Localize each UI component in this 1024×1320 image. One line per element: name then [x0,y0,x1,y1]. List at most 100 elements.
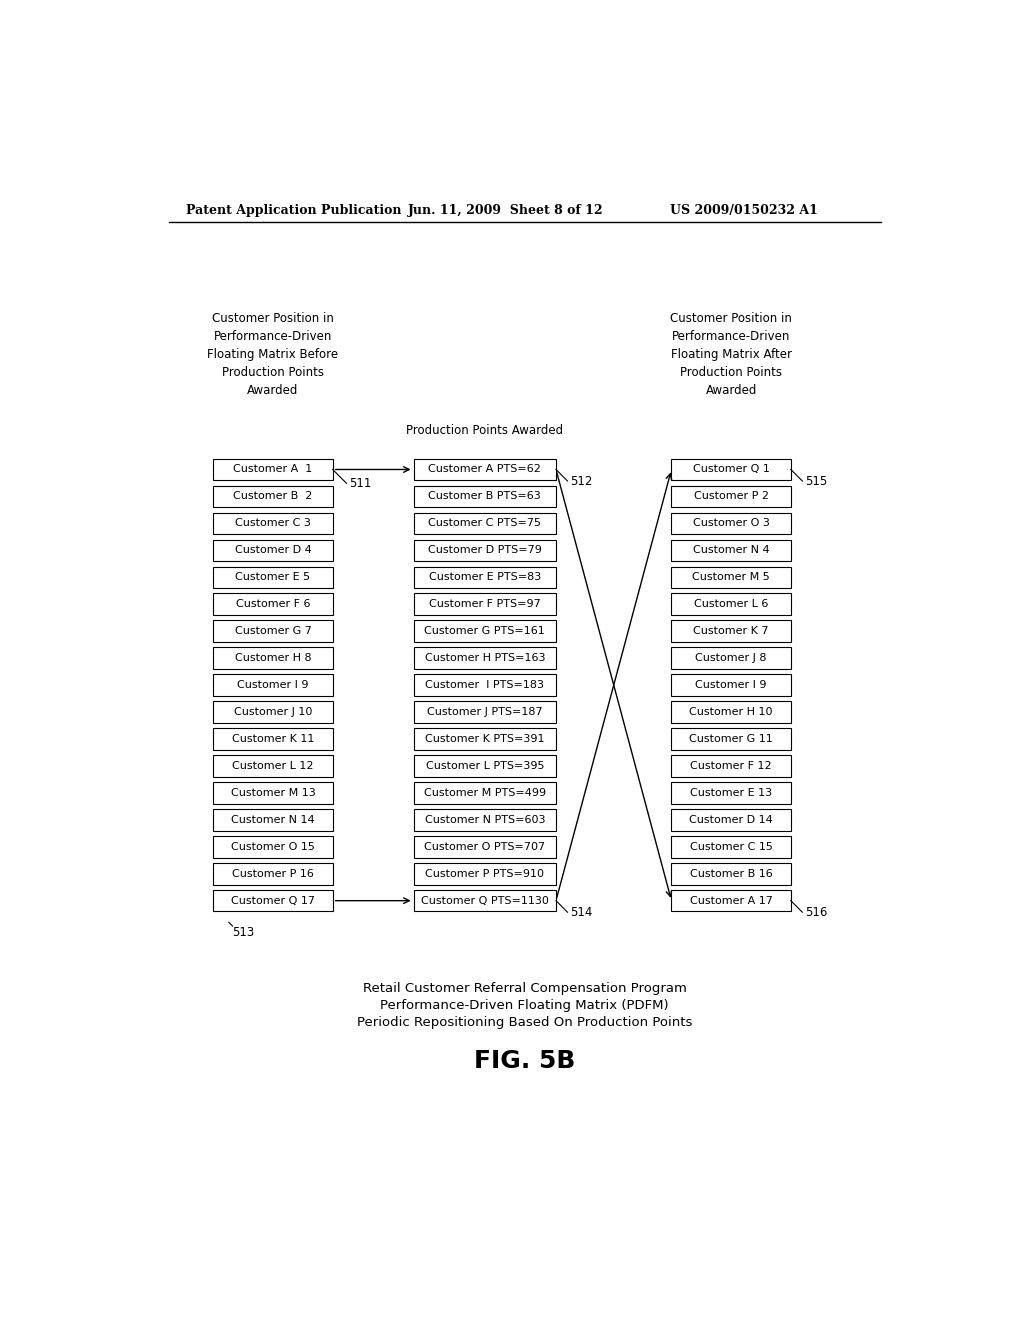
Bar [672,540,791,561]
Text: Customer C 15: Customer C 15 [690,842,772,851]
Text: Customer P 16: Customer P 16 [232,869,314,879]
Text: Customer H 8: Customer H 8 [234,653,311,663]
Bar [672,755,791,776]
Text: Customer E 5: Customer E 5 [236,573,310,582]
Bar [414,566,556,589]
Bar [213,459,333,480]
Bar [414,647,556,669]
Text: Customer L 12: Customer L 12 [232,760,313,771]
Text: Customer E 13: Customer E 13 [690,788,772,797]
Bar [414,620,556,642]
Bar [414,890,556,911]
Bar [672,781,791,804]
Text: Customer M 5: Customer M 5 [692,573,770,582]
Text: Customer Q PTS=1130: Customer Q PTS=1130 [421,896,549,906]
Text: Customer J 10: Customer J 10 [233,708,312,717]
Bar [672,647,791,669]
Bar [213,836,333,858]
Text: Customer K 7: Customer K 7 [693,626,769,636]
Text: Customer M 13: Customer M 13 [230,788,315,797]
Bar [414,755,556,776]
Text: Customer P 2: Customer P 2 [693,491,769,502]
Text: Customer H 10: Customer H 10 [689,708,773,717]
Text: Customer O PTS=707: Customer O PTS=707 [424,842,546,851]
Bar [672,594,791,615]
Bar [414,675,556,696]
Text: Customer B PTS=63: Customer B PTS=63 [428,491,541,502]
Bar [672,620,791,642]
Bar [414,863,556,884]
Text: Customer B  2: Customer B 2 [233,491,312,502]
Bar [213,809,333,830]
Bar [213,620,333,642]
Text: US 2009/0150232 A1: US 2009/0150232 A1 [670,205,817,218]
Text: Customer N PTS=603: Customer N PTS=603 [425,814,545,825]
Text: 514: 514 [569,906,592,919]
Text: Customer C PTS=75: Customer C PTS=75 [428,519,542,528]
Bar [672,890,791,911]
Text: Customer N 14: Customer N 14 [231,814,314,825]
Text: Customer J PTS=187: Customer J PTS=187 [427,708,543,717]
Text: Customer D 4: Customer D 4 [234,545,311,556]
Text: Customer I 9: Customer I 9 [695,680,767,690]
Text: Patent Application Publication: Patent Application Publication [186,205,401,218]
Bar [672,675,791,696]
Text: Periodic Repositioning Based On Production Points: Periodic Repositioning Based On Producti… [357,1016,692,1030]
Bar [672,486,791,507]
Bar [414,781,556,804]
Text: Performance-Driven Floating Matrix (PDFM): Performance-Driven Floating Matrix (PDFM… [381,999,669,1012]
Bar [672,809,791,830]
Text: Customer H PTS=163: Customer H PTS=163 [425,653,545,663]
Bar [213,486,333,507]
Text: Customer N 4: Customer N 4 [693,545,769,556]
Bar [414,729,556,750]
Text: Customer K PTS=391: Customer K PTS=391 [425,734,545,744]
Text: Customer L 6: Customer L 6 [694,599,768,610]
Text: Customer  I PTS=183: Customer I PTS=183 [425,680,545,690]
Bar [414,540,556,561]
Text: Customer Position in
Performance-Driven
Floating Matrix Before
Production Points: Customer Position in Performance-Driven … [208,313,339,397]
Bar [672,459,791,480]
Text: Customer P PTS=910: Customer P PTS=910 [425,869,545,879]
Bar [672,701,791,723]
Text: Customer G PTS=161: Customer G PTS=161 [424,626,545,636]
Text: Customer M PTS=499: Customer M PTS=499 [424,788,546,797]
Bar [414,512,556,535]
Bar [414,836,556,858]
Text: Customer O 3: Customer O 3 [692,519,770,528]
Text: 511: 511 [349,477,372,490]
Text: Customer A  1: Customer A 1 [233,465,312,474]
Text: 513: 513 [232,927,255,939]
Bar [414,809,556,830]
Bar [213,675,333,696]
Bar [414,701,556,723]
Bar [414,459,556,480]
Text: Customer Q 17: Customer Q 17 [231,896,315,906]
Text: Customer Position in
Performance-Driven
Floating Matrix After
Production Points
: Customer Position in Performance-Driven … [671,313,793,397]
Text: Retail Customer Referral Compensation Program: Retail Customer Referral Compensation Pr… [362,982,687,995]
Text: Customer D 14: Customer D 14 [689,814,773,825]
Text: 512: 512 [569,474,592,487]
Text: Customer E PTS=83: Customer E PTS=83 [429,573,541,582]
Text: Production Points Awarded: Production Points Awarded [407,424,563,437]
Bar [213,566,333,589]
Text: Customer K 11: Customer K 11 [231,734,314,744]
Text: 515: 515 [805,474,827,487]
Text: Customer L PTS=395: Customer L PTS=395 [426,760,544,771]
Bar [213,512,333,535]
Bar [213,540,333,561]
Text: FIG. 5B: FIG. 5B [474,1048,575,1073]
Text: Customer I 9: Customer I 9 [238,680,309,690]
Bar [672,512,791,535]
Text: Jun. 11, 2009  Sheet 8 of 12: Jun. 11, 2009 Sheet 8 of 12 [408,205,603,218]
Bar [414,594,556,615]
Bar [213,729,333,750]
Text: Customer G 11: Customer G 11 [689,734,773,744]
Bar [213,594,333,615]
Text: Customer C 3: Customer C 3 [236,519,311,528]
Text: Customer Q 1: Customer Q 1 [692,465,770,474]
Bar [672,566,791,589]
Bar [672,729,791,750]
Bar [672,836,791,858]
Text: Customer F PTS=97: Customer F PTS=97 [429,599,541,610]
